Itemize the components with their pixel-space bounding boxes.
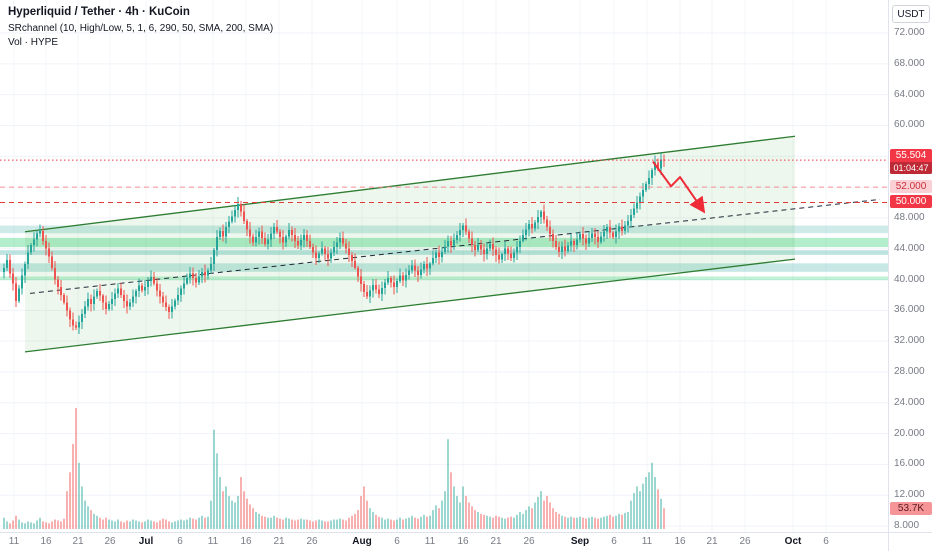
time-axis-label: 16 xyxy=(674,536,686,547)
time-axis-label: 21 xyxy=(490,536,502,547)
axis-corner xyxy=(888,532,932,551)
chart-pane[interactable]: Hyperliquid / Tether · 4h · KuCoin SRcha… xyxy=(0,0,888,532)
projection-arrow xyxy=(652,161,706,214)
time-axis-label: 16 xyxy=(40,536,52,547)
alert-price-badge[interactable]: 52.000 xyxy=(890,180,932,194)
price-axis-label: 40.000 xyxy=(894,273,925,285)
volume-layer xyxy=(3,408,665,529)
time-axis-label: 26 xyxy=(306,536,318,547)
time-axis-label: 11 xyxy=(641,536,653,547)
indicator-srchannel[interactable]: SRchannel (10, High/Low, 5, 1, 6, 290, 5… xyxy=(8,22,274,34)
symbol-title[interactable]: Hyperliquid / Tether · 4h · KuCoin xyxy=(8,6,190,18)
channel-layer xyxy=(24,135,881,353)
time-axis-label: 26 xyxy=(739,536,751,547)
price-axis-label: 36.000 xyxy=(894,304,925,316)
time-axis-month-label: Jul xyxy=(138,536,154,547)
chart-canvas[interactable] xyxy=(0,0,888,532)
time-axis-label: 26 xyxy=(523,536,535,547)
time-axis-label: 11 xyxy=(424,536,436,547)
alert-lines-layer xyxy=(0,186,888,203)
price-axis-label: 48.000 xyxy=(894,211,925,223)
time-axis-label: 21 xyxy=(706,536,718,547)
legend: Hyperliquid / Tether · 4h · KuCoin SRcha… xyxy=(8,5,273,50)
sr-bands-layer xyxy=(0,225,888,281)
time-axis-month-label: Oct xyxy=(784,536,802,547)
price-axis-label: 64.000 xyxy=(894,88,925,100)
time-axis-label: 21 xyxy=(273,536,285,547)
time-axis-label: 6 xyxy=(177,536,183,547)
time-axis-label: 11 xyxy=(8,536,20,547)
currency-toggle-button[interactable]: USDT xyxy=(892,5,930,23)
time-axis-label: 26 xyxy=(104,536,116,547)
time-axis[interactable]: 11 16 21 26 Jul 6 11 16 21 26 Aug 6 11 16 21 26 Sep 6 11 16… xyxy=(0,532,888,551)
price-axis-label: 44.000 xyxy=(894,242,925,254)
price-axis-label: 20.000 xyxy=(894,427,925,439)
price-axis[interactable]: USDT 72.000 68.000 64.000 60.000 48.000 44.00… xyxy=(888,0,932,532)
time-axis-label: 6 xyxy=(823,536,829,547)
price-axis-label: 72.000 xyxy=(894,27,925,38)
time-axis-month-label: Aug xyxy=(352,536,372,547)
price-axis-label: 32.000 xyxy=(894,335,925,347)
price-axis-label: 28.000 xyxy=(894,365,925,377)
time-axis-label: 16 xyxy=(457,536,469,547)
time-axis-label: 6 xyxy=(611,536,617,547)
bar-countdown: 01:04:47 xyxy=(890,162,932,175)
price-axis-label: 16.000 xyxy=(894,458,925,470)
time-axis-month-label: Sep xyxy=(570,536,590,547)
current-price-badge[interactable]: 55.504 01:04:47 xyxy=(890,149,932,175)
price-axis-label: 60.000 xyxy=(894,119,925,131)
price-axis-label: 8.000 xyxy=(894,520,920,531)
candles-layer xyxy=(3,152,665,334)
alert-price-badge[interactable]: 50.000 xyxy=(890,195,932,209)
time-axis-label: 21 xyxy=(72,536,84,547)
price-axis-label: 12.000 xyxy=(894,489,925,501)
volume-value-badge: 53.7K xyxy=(890,502,932,515)
time-axis-label: 6 xyxy=(394,536,400,547)
price-axis-label: 24.000 xyxy=(894,396,925,408)
time-axis-label: 11 xyxy=(207,536,219,547)
price-axis-label: 68.000 xyxy=(894,57,925,69)
indicator-volume[interactable]: Vol · HYPE xyxy=(8,37,59,49)
time-axis-label: 16 xyxy=(240,536,252,547)
